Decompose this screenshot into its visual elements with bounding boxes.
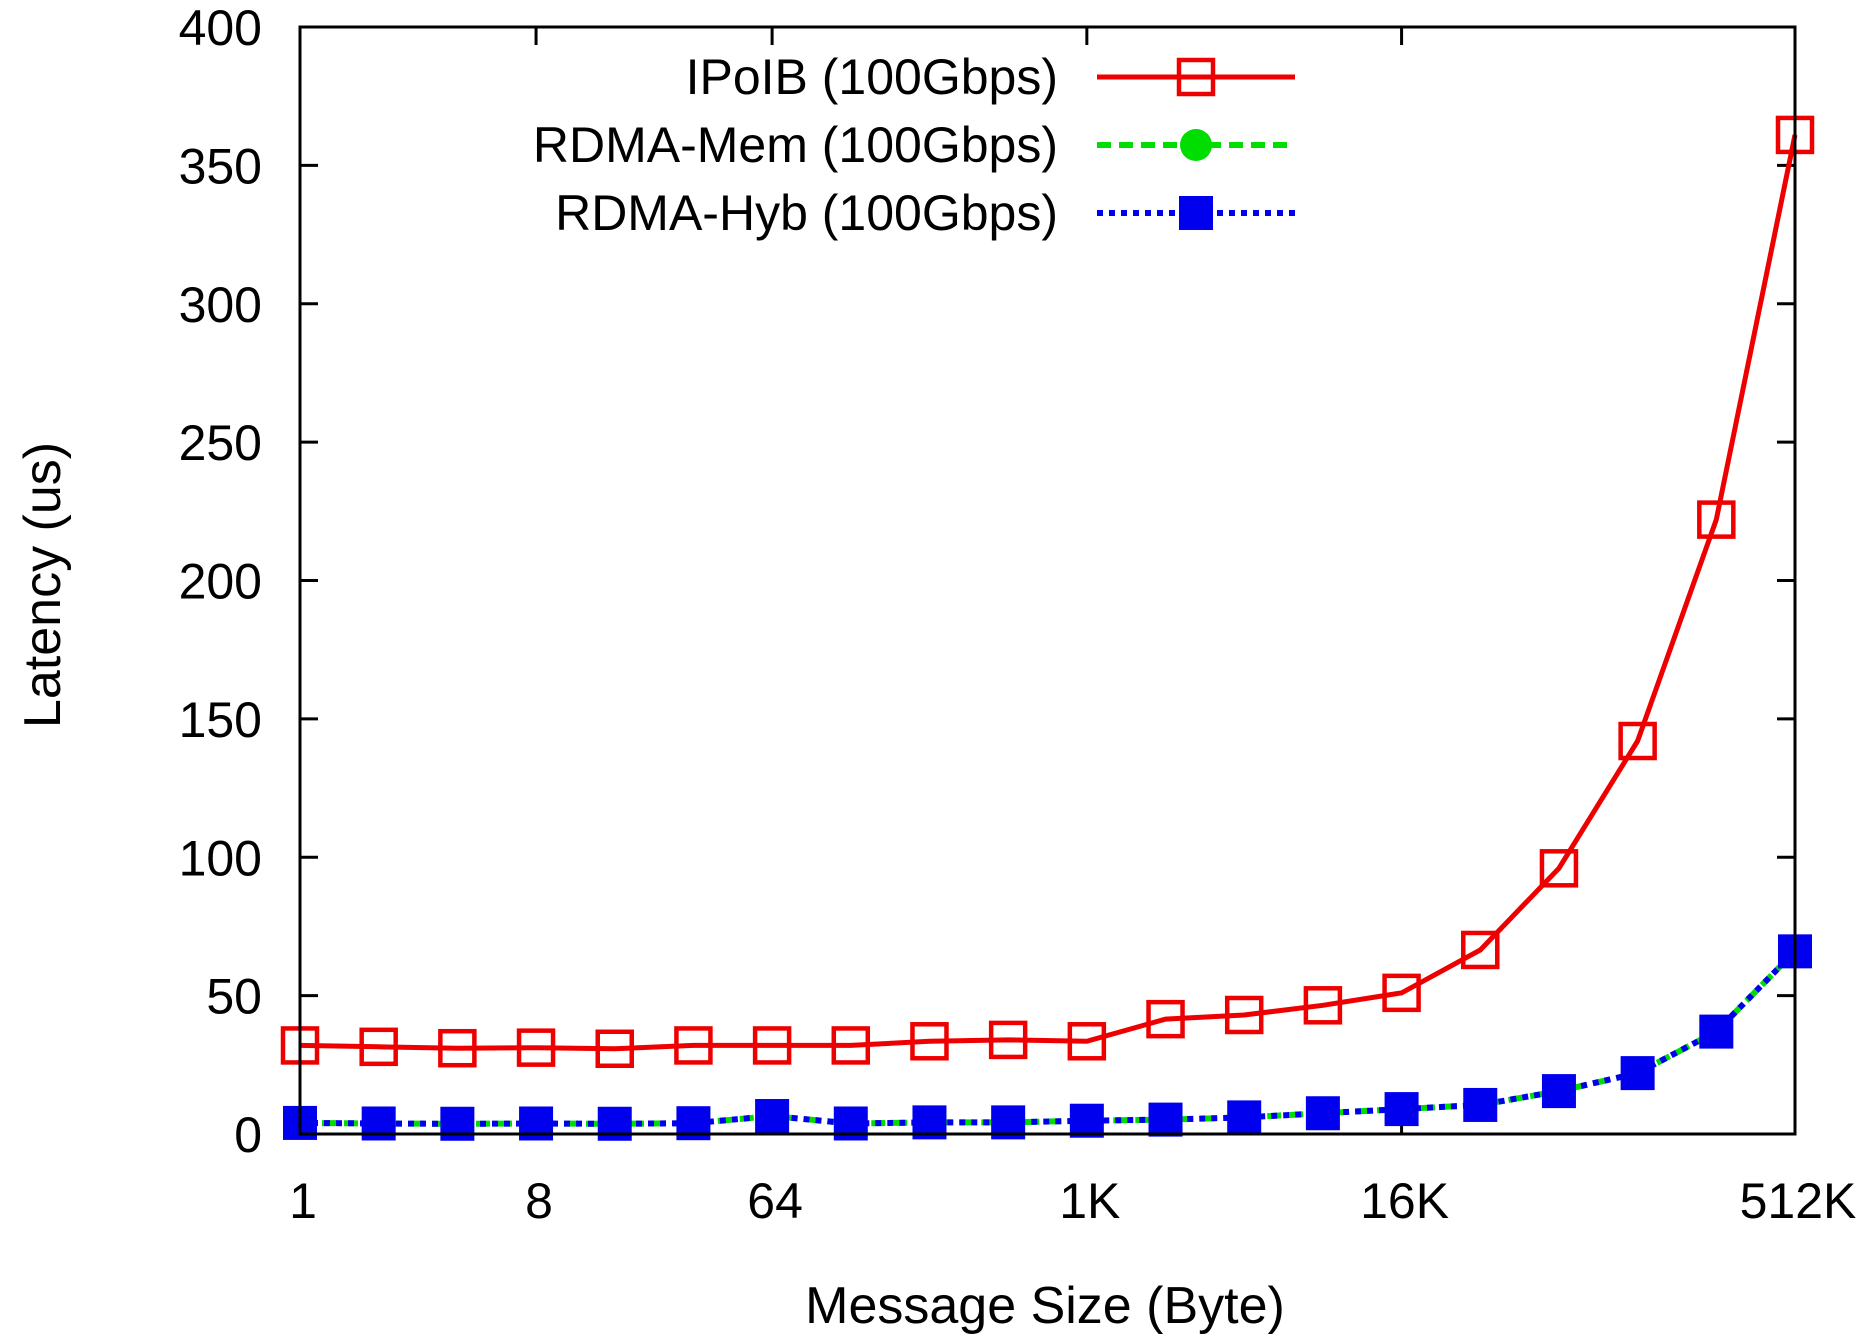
data-point [1303,986,1343,1025]
series-0 [280,115,1815,1069]
data-point [910,1022,949,1061]
data-point [1384,1092,1419,1127]
data-point [1699,1014,1734,1049]
data-point [516,1028,556,1067]
data-point [597,1106,632,1141]
y-tick-label: 0 [234,1107,262,1163]
data-point [1148,1102,1183,1137]
x-tick-label: 64 [747,1173,803,1229]
data-point [1620,1056,1655,1091]
data-point [1539,849,1579,888]
x-tick-label: 1 [289,1173,317,1229]
data-point [755,1099,790,1134]
data-point [438,1028,477,1068]
y-axis-ticks: 0 50 100 150 200 250 300 350 400 [179,0,1795,1163]
series-layer [280,115,1815,1141]
y-tick-label: 350 [179,138,262,194]
legend-label: RDMA-Hyb (100Gbps) [555,185,1058,241]
data-point [440,1106,475,1141]
data-point [1146,999,1185,1039]
legend-marker [1179,196,1213,230]
data-point [1227,1100,1262,1135]
y-tick-label: 200 [179,554,262,610]
data-point [1618,721,1657,761]
y-tick-label: 100 [179,830,262,886]
data-point [1069,1103,1104,1138]
data-point [1382,973,1421,1013]
data-point [1224,995,1264,1035]
data-point [988,1020,1028,1060]
y-tick-label: 250 [179,415,262,471]
legend-label: IPoIB (100Gbps) [686,49,1058,105]
legend-marker [1176,57,1216,97]
data-point [674,1026,713,1065]
y-tick-label: 400 [179,0,262,56]
legend-label: RDMA-Mem (100Gbps) [533,117,1058,173]
data-point [831,1026,871,1065]
data-point [1305,1096,1340,1131]
series-line [299,949,1798,1127]
x-tick-label: 1K [1059,1173,1120,1229]
y-tick-label: 300 [179,277,262,333]
x-tick-label: 8 [525,1173,553,1229]
x-axis-title: Message Size (Byte) [805,1277,1285,1335]
data-point [1697,500,1736,539]
y-tick-label: 150 [179,692,262,748]
x-tick-label: 512K [1740,1173,1857,1229]
data-point [1463,1087,1498,1122]
series-line [299,134,1798,1052]
legend: IPoIB (100Gbps) RDMA-Mem (100Gbps) RDMA-Hy… [533,49,1295,241]
y-axis-title: Latency (us) [14,442,72,728]
series-2 [283,934,1812,1141]
data-point [1461,930,1500,970]
y-tick-label: 50 [206,969,262,1025]
plot-frame [298,25,1797,1136]
data-point [595,1029,634,1069]
data-point [752,1026,792,1065]
x-tick-label: 16K [1360,1173,1449,1229]
data-point [359,1027,398,1067]
data-point [1067,1022,1107,1061]
legend-marker [1180,129,1212,161]
data-point [1541,1074,1576,1109]
